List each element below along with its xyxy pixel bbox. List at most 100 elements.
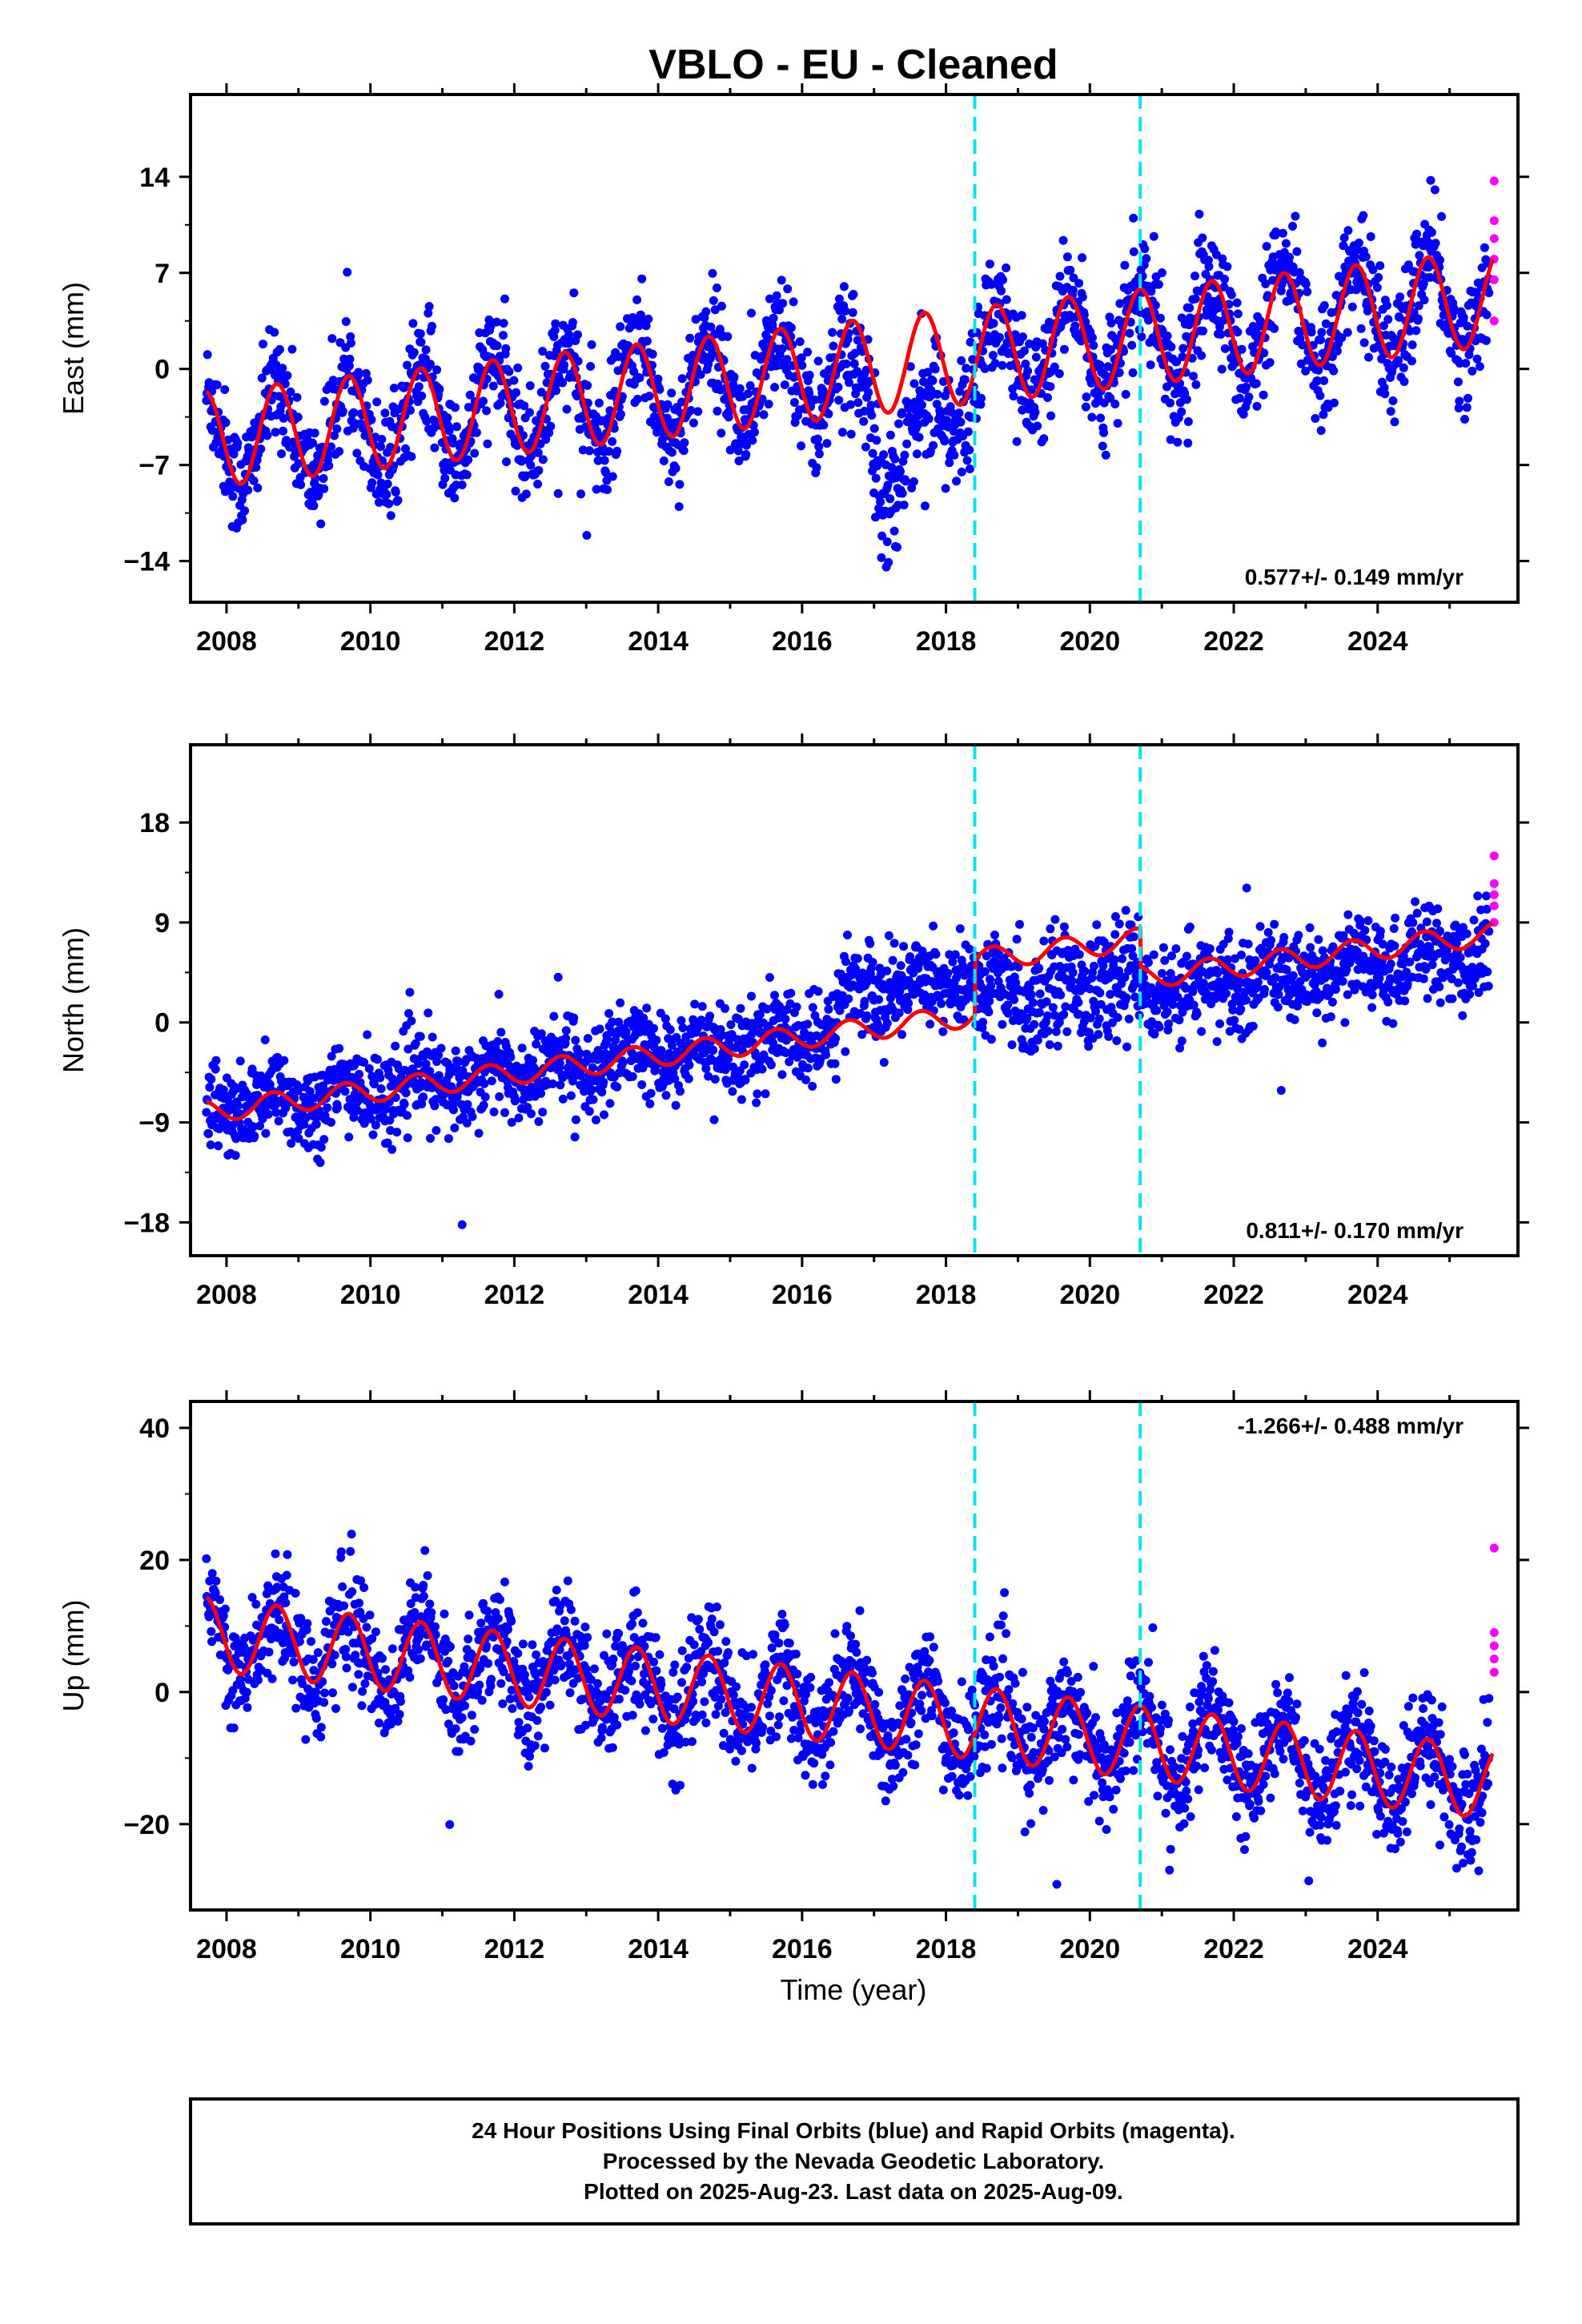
data-point (1458, 1011, 1468, 1020)
data-point (492, 317, 501, 327)
data-point (657, 435, 667, 444)
data-point (616, 998, 625, 1007)
data-point (734, 456, 744, 466)
data-point (1191, 380, 1201, 389)
data-point (709, 1045, 718, 1055)
data-point (1175, 1043, 1185, 1053)
data-point (957, 467, 966, 476)
data-point (1222, 989, 1231, 999)
data-point (1230, 1015, 1239, 1025)
data-point (1251, 956, 1260, 965)
data-point (777, 1070, 787, 1080)
data-point (1015, 919, 1024, 929)
data-point (1152, 1006, 1162, 1015)
data-point (770, 383, 779, 392)
x-tick-label: 2008 (196, 1280, 257, 1310)
data-point (319, 484, 329, 493)
data-point (411, 1039, 420, 1048)
data-point (1046, 382, 1055, 392)
data-point (1126, 920, 1136, 930)
data-point (867, 411, 877, 420)
data-point (965, 944, 974, 954)
data-point (426, 360, 435, 369)
data-point (879, 1058, 889, 1068)
data-point (393, 496, 403, 505)
data-point (1260, 985, 1269, 994)
data-point (1174, 1015, 1184, 1025)
data-point (1451, 920, 1460, 930)
data-point (1343, 990, 1352, 999)
data-point (1468, 366, 1477, 376)
data-point (689, 418, 698, 428)
data-point (1447, 974, 1456, 983)
data-point (1422, 917, 1431, 927)
data-point (861, 442, 870, 452)
data-point (1220, 344, 1230, 353)
data-point (938, 1027, 948, 1036)
data-point (1474, 987, 1484, 997)
data-point (819, 420, 829, 430)
data-point (637, 1080, 647, 1089)
data-point (1177, 407, 1186, 416)
data-point (207, 1075, 216, 1084)
data-point (1203, 255, 1213, 265)
data-point (1054, 369, 1064, 379)
data-point (1046, 411, 1056, 420)
data-point (710, 1075, 720, 1084)
data-point (428, 1032, 437, 1042)
data-point (1338, 976, 1347, 986)
data-point (1262, 242, 1271, 251)
data-point (207, 1626, 216, 1636)
data-point (1048, 1003, 1058, 1012)
data-point (1021, 360, 1030, 368)
data-point (367, 478, 377, 488)
data-point (488, 381, 498, 391)
data-point (657, 1052, 667, 1062)
rapid-point (1489, 275, 1499, 284)
data-point (416, 1031, 425, 1041)
data-point (926, 1019, 935, 1029)
data-point (1010, 995, 1019, 1004)
data-point (346, 332, 355, 341)
data-point (462, 470, 472, 480)
data-point (662, 413, 672, 423)
data-point (1081, 402, 1090, 412)
data-point (676, 1087, 685, 1096)
data-point (1197, 351, 1207, 360)
data-point (1164, 1019, 1173, 1028)
data-point (928, 376, 938, 385)
data-point (896, 467, 905, 476)
data-point (513, 363, 523, 372)
data-point (364, 1063, 374, 1073)
data-point (1223, 262, 1232, 271)
data-point (1347, 302, 1357, 312)
data-point (1039, 936, 1049, 946)
data-point (833, 382, 843, 392)
data-point (890, 454, 900, 464)
data-point (940, 436, 950, 446)
data-point (1469, 915, 1479, 925)
data-point (569, 1013, 579, 1023)
data-point (1435, 998, 1445, 1007)
data-point (327, 442, 335, 452)
data-point (1087, 412, 1097, 422)
data-point (601, 468, 610, 477)
data-point (808, 1081, 817, 1091)
data-point (1191, 294, 1200, 304)
y-tick-label: 18 (139, 808, 170, 838)
data-point (1380, 389, 1390, 399)
data-point (952, 973, 962, 983)
data-point (1154, 279, 1163, 289)
rapid-point (1489, 901, 1499, 911)
data-point (1431, 239, 1440, 248)
data-point (1319, 301, 1329, 310)
data-point (921, 501, 930, 511)
data-point (634, 321, 644, 331)
data-point (1101, 450, 1110, 460)
data-point (1127, 340, 1137, 350)
data-point (1394, 356, 1403, 365)
data-point (955, 924, 965, 934)
data-point (846, 400, 855, 409)
data-point (472, 428, 481, 437)
data-point (706, 322, 716, 332)
